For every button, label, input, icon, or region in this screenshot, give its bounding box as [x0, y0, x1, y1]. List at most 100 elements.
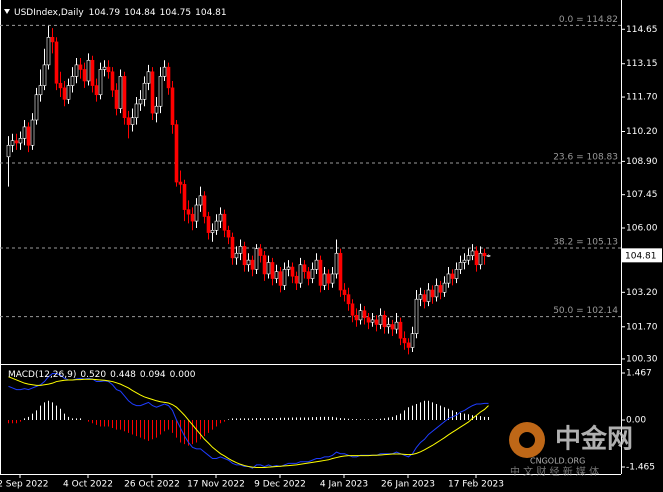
candle-body	[262, 255, 267, 275]
macd-readout: 0.094	[140, 370, 166, 380]
candle-body	[454, 269, 459, 279]
candle-body	[478, 252, 483, 266]
candle-body	[338, 252, 343, 291]
candle-body	[390, 324, 395, 330]
low-readout: 104.75	[160, 8, 192, 18]
close-readout: 104.81	[195, 8, 227, 18]
candle-body	[182, 184, 187, 210]
candle-body	[430, 289, 435, 298]
candle-body	[318, 259, 323, 286]
candle-body	[306, 271, 311, 279]
candle-body	[18, 138, 23, 144]
y-tick-label: 103.20	[626, 288, 658, 298]
candle-body	[330, 273, 335, 284]
candle-body	[106, 66, 111, 73]
candle-body	[298, 264, 303, 284]
y-tick-label: 0.00	[626, 416, 646, 426]
candle-body	[290, 266, 295, 277]
candle-body	[418, 294, 423, 300]
candle-body	[218, 213, 223, 222]
macd-readout: 0.448	[110, 370, 136, 380]
y-tick-label: 100.30	[626, 354, 658, 364]
y-tick-label: 113.15	[626, 59, 658, 69]
x-tick-label: 12 Sep 2022	[0, 480, 49, 490]
x-tick-label: 4 Jan 2023	[320, 480, 368, 490]
candle-body	[186, 209, 191, 215]
candle-body	[6, 144, 11, 158]
candle-body	[226, 229, 231, 238]
candle-body	[398, 321, 403, 339]
y-tick-label: 101.70	[626, 322, 658, 332]
candle-body	[334, 252, 339, 275]
candle-body	[250, 259, 255, 270]
candle-body	[206, 216, 211, 233]
candle-body	[94, 85, 99, 96]
candle-body	[394, 321, 399, 330]
candle-body	[358, 310, 363, 321]
candle-body	[74, 64, 79, 77]
candle-body	[54, 41, 59, 84]
candle-body	[254, 248, 259, 270]
y-tick-label: 1.467	[626, 368, 652, 378]
candle-body	[462, 259, 467, 263]
candle-body	[326, 273, 331, 284]
candle-body	[410, 333, 415, 348]
candle-body	[126, 117, 131, 125]
candle-body	[458, 262, 463, 270]
candle-body	[386, 324, 391, 328]
y-tick-label: 111.70	[626, 93, 658, 103]
candle-body	[102, 66, 107, 70]
candle-body	[354, 314, 359, 321]
candle-body	[22, 126, 27, 139]
candle-body	[442, 282, 447, 293]
candle-body	[406, 342, 411, 348]
candle-body	[10, 140, 15, 146]
macd-header: MACD(12,26,9) 0.520 0.448 0.094 0.000	[8, 370, 196, 380]
candle-body	[214, 220, 219, 231]
candle-body	[278, 271, 283, 286]
watermark-logo-hole	[519, 432, 535, 448]
candle-body	[78, 64, 83, 70]
candle-body	[322, 273, 327, 286]
candle-body	[286, 266, 291, 270]
watermark: 中金网 CNGOLD.ORG 中 文 财 经 新 媒 体	[509, 422, 633, 478]
candle-body	[374, 319, 379, 325]
candle-body	[26, 126, 31, 146]
candle-body	[30, 119, 35, 146]
candle-body	[210, 229, 215, 233]
candle-body	[242, 246, 247, 266]
candle-body	[414, 298, 419, 334]
candle-body	[438, 285, 443, 293]
candle-body	[166, 66, 171, 89]
candle-body	[122, 76, 127, 119]
candle-body	[170, 87, 175, 125]
candle-body	[38, 85, 43, 96]
candle-body	[82, 69, 87, 82]
open-readout: 104.79	[89, 8, 121, 18]
fib-label: 38.2 = 105.13	[553, 237, 618, 247]
candle-body	[346, 294, 351, 305]
candle-body	[42, 64, 47, 86]
candle-body	[434, 285, 439, 298]
candle-body	[270, 262, 275, 279]
candle-body	[258, 248, 263, 256]
candle-body	[482, 252, 487, 257]
fib-label: 0.0 = 114.82	[559, 15, 618, 25]
y-tick-label: 107.45	[626, 190, 658, 200]
candle-body	[266, 262, 271, 275]
candle-body	[46, 37, 51, 66]
indicator-line	[8, 376, 489, 468]
candle-body	[198, 195, 203, 206]
chart-title: USDIndex,Daily	[14, 8, 84, 18]
candle-body	[370, 319, 375, 323]
candle-body	[378, 314, 383, 325]
candle-body	[402, 337, 407, 344]
macd-title: MACD(12,26,9)	[8, 370, 76, 380]
candle-body	[382, 314, 387, 328]
candle-body	[450, 273, 455, 279]
candle-body	[178, 181, 183, 185]
candle-body	[58, 82, 63, 89]
candle-body	[142, 82, 147, 100]
